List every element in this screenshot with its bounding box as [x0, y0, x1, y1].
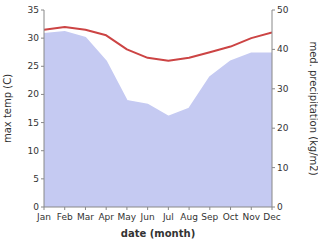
y-axis-label: max temp (C)	[2, 74, 13, 143]
y2-tick-label: 30	[277, 84, 289, 94]
plot-area	[44, 27, 272, 207]
x-tick	[147, 207, 148, 210]
y-tick	[41, 10, 44, 11]
y-tick-label: 0	[33, 202, 39, 212]
x-tick	[209, 207, 210, 210]
x-tick	[106, 207, 107, 210]
y2-tick	[272, 167, 275, 168]
x-tick-label: Dec	[263, 212, 280, 222]
x-tick-label: Sep	[201, 212, 218, 222]
area-fill	[44, 32, 272, 207]
y-tick	[41, 38, 44, 39]
y2-tick	[272, 49, 275, 50]
x-tick	[272, 207, 273, 210]
y2-tick-label: 50	[277, 5, 289, 15]
y-tick-label: 25	[28, 61, 39, 71]
y-tick-label: 5	[33, 174, 39, 184]
y-tick-label: 15	[28, 118, 39, 128]
x-tick	[251, 207, 252, 210]
y-tick	[41, 122, 44, 123]
x-tick	[44, 207, 45, 210]
x-tick-label: Mar	[77, 212, 94, 222]
y-tick-label: 30	[28, 33, 40, 43]
x-tick-label: Apr	[98, 212, 114, 222]
y-tick-label: 10	[28, 146, 40, 156]
y-tick-label: 35	[28, 5, 39, 15]
x-tick-label: May	[118, 212, 137, 222]
y2-tick	[272, 128, 275, 129]
x-tick-label: Oct	[223, 212, 239, 222]
x-tick-label: Jul	[162, 212, 174, 222]
x-tick	[189, 207, 190, 210]
y-axis-line	[44, 10, 45, 207]
y2-axis-line	[272, 10, 273, 207]
chart: 0 5 10 15 20 25 30 35 0 10 20 30 40 50 Jan Feb Mar Apr May…	[0, 0, 318, 247]
x-tick	[64, 207, 65, 210]
x-tick-label: Jan	[36, 212, 51, 222]
y-tick	[41, 150, 44, 151]
x-axis-label: date (month)	[121, 228, 195, 239]
x-tick-label: Aug	[180, 212, 198, 222]
x-tick	[85, 207, 86, 210]
x-tick	[230, 207, 231, 210]
x-tick-label: Nov	[242, 212, 260, 222]
y-tick	[41, 178, 44, 179]
x-axis-line	[44, 207, 272, 208]
x-tick	[126, 207, 127, 210]
y2-tick-label: 40	[277, 44, 289, 54]
y-tick-label: 20	[28, 89, 40, 99]
y-tick	[41, 94, 44, 95]
x-tick	[168, 207, 169, 210]
y2-tick	[272, 88, 275, 89]
y-tick	[41, 66, 44, 67]
y2-tick-label: 10	[277, 163, 289, 173]
y2-tick-label: 0	[277, 202, 283, 212]
y2-tick-label: 20	[277, 123, 289, 133]
line	[44, 27, 272, 61]
x-tick-label: Feb	[57, 212, 73, 222]
y2-axis-label: med. precipitation (kg/m2)	[308, 41, 318, 175]
y2-tick	[272, 10, 275, 11]
x-tick-label: Jun	[140, 212, 155, 222]
